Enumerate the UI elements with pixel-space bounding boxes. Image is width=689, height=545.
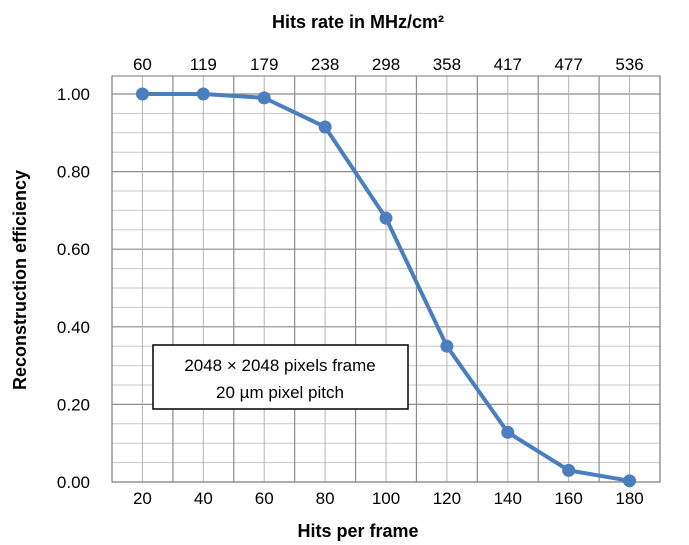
data-point [257, 91, 271, 105]
annotation-frame [152, 344, 409, 410]
y-tick-label: 0.20 [57, 395, 90, 414]
plot-frame [111, 75, 661, 483]
x2-tick-label: 298 [372, 55, 400, 74]
data-point [196, 87, 210, 101]
data-point [501, 425, 515, 439]
x-tick-labels: 20 40 60 80 100 120 140 160 180 [133, 489, 644, 508]
x2-tick-label: 60 [133, 55, 152, 74]
x-tick-label: 40 [194, 489, 213, 508]
x-tick-label: 60 [255, 489, 274, 508]
plot-area-border [111, 75, 661, 483]
x-tick-label: 160 [554, 489, 582, 508]
x-tick-label: 80 [316, 489, 335, 508]
y-tick-label: 0.00 [57, 473, 90, 492]
x-tick-label: 120 [433, 489, 461, 508]
y-tick-label: 1.00 [57, 85, 90, 104]
data-point [623, 474, 637, 488]
x2-tick-label: 358 [433, 55, 461, 74]
data-point [440, 339, 454, 353]
x2-tick-label: 536 [615, 55, 643, 74]
x2-tick-label: 417 [494, 55, 522, 74]
data-point [379, 211, 393, 225]
data-point [135, 87, 149, 101]
x2-axis-title: Hits rate in MHz/cm² [272, 12, 444, 32]
x2-tick-labels: 60 119 179 238 298 358 417 477 536 [133, 55, 644, 74]
x2-tick-label: 238 [311, 55, 339, 74]
y-tick-label: 0.80 [57, 163, 90, 182]
x2-tick-label: 477 [554, 55, 582, 74]
series-line [135, 87, 637, 488]
y-tick-label: 0.60 [57, 240, 90, 259]
annotation-line-1: 2048 × 2048 pixels frame [184, 356, 375, 375]
data-point [562, 463, 576, 477]
x-tick-label: 100 [372, 489, 400, 508]
y-tick-label: 0.40 [57, 318, 90, 337]
x-tick-label: 140 [494, 489, 522, 508]
data-point [318, 120, 332, 134]
x-tick-label: 180 [615, 489, 643, 508]
annotation-line-2: 20 µm pixel pitch [216, 383, 344, 402]
y-axis-title: Reconstruction efficiency [10, 170, 30, 390]
x2-tick-label: 179 [250, 55, 278, 74]
x2-tick-label: 119 [190, 55, 217, 74]
annotation-box: 2048 × 2048 pixels frame 20 µm pixel pit… [152, 344, 409, 410]
y-tick-labels: 0.00 0.20 0.40 0.60 0.80 1.00 [57, 85, 90, 492]
x-tick-label: 20 [133, 489, 152, 508]
grid [111, 76, 661, 483]
x-axis-title: Hits per frame [297, 521, 418, 541]
